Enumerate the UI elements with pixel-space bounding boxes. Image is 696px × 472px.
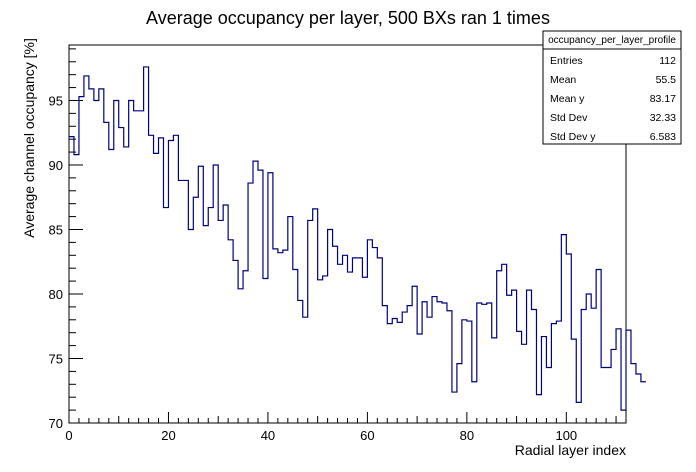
stats-box-frame [542,30,682,145]
y-tick-label: 75 [49,351,63,366]
y-tick-label: 95 [49,93,63,108]
x-tick-label: 60 [360,428,374,443]
stats-label: Std Dev [550,112,588,124]
stats-label: Mean [550,74,576,86]
stats-value: 55.5 [656,74,677,86]
x-tick-label: 0 [65,428,72,443]
occupancy-step-line [69,66,646,411]
stats-label: Std Dev y [550,131,596,143]
x-tick-label: 100 [555,428,577,443]
y-tick-label: 85 [49,222,63,237]
y-tick-label: 70 [49,416,63,431]
y-tick-label: 90 [49,158,63,173]
y-axis-label: Average channel occupancy [%] [21,38,37,238]
x-tick-label: 80 [460,428,474,443]
stats-box-title: occupancy_per_layer_profile [548,35,676,46]
y-axis: 70 75 80 85 90 95 [49,48,83,431]
stats-value: 112 [659,55,676,67]
stats-value: 83.17 [650,93,676,105]
stats-value: 32.33 [650,112,676,124]
x-tick-label: 20 [161,428,175,443]
x-axis-label: Radial layer index [515,442,626,458]
chart-title: Average occupancy per layer, 500 BXs ran… [146,8,550,28]
stats-box: occupancy_per_layer_profile Entries 112 Me… [542,30,682,145]
stats-value: 6.583 [650,131,676,143]
x-axis: 0 20 40 60 80 100 [65,412,627,443]
stats-label: Mean y [550,93,585,105]
plot-frame [68,44,627,424]
stats-label: Entries [550,55,583,67]
x-tick-label: 40 [261,428,275,443]
y-tick-label: 80 [49,287,63,302]
